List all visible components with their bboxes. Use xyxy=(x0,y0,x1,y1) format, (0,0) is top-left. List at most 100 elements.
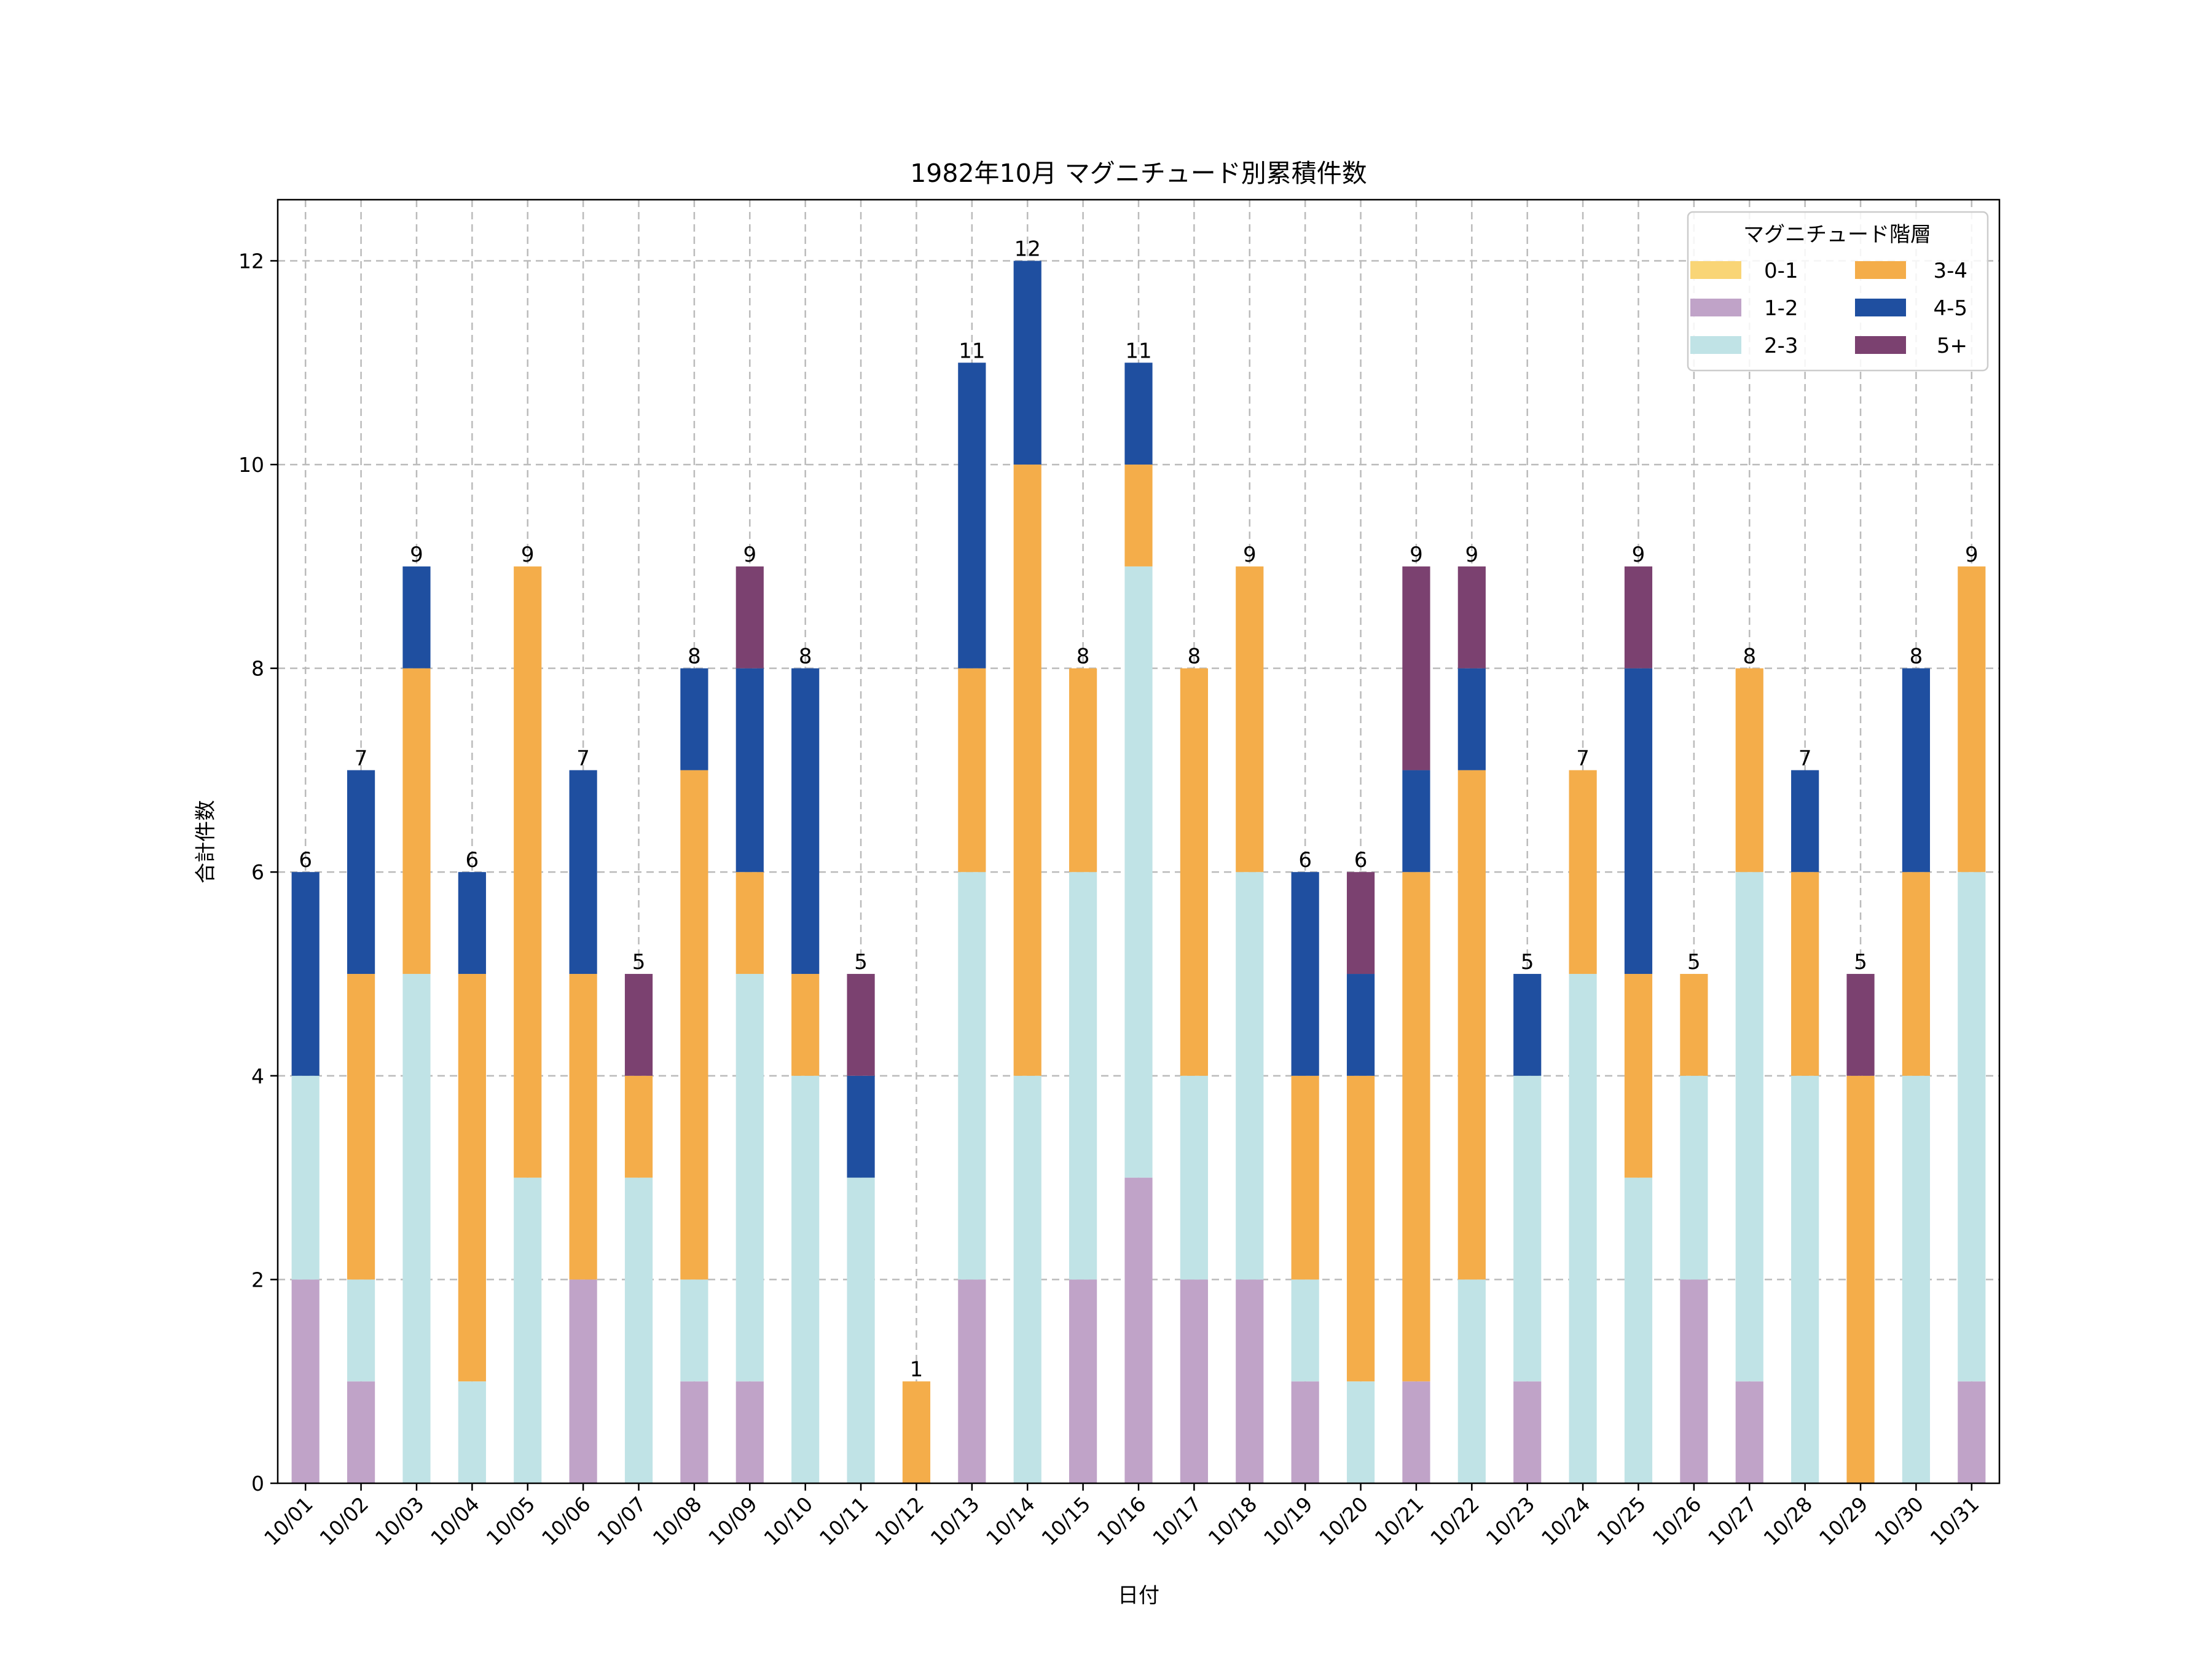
total-label: 8 xyxy=(1743,645,1756,669)
bar-segment-3-4 xyxy=(1291,1075,1319,1280)
total-label: 9 xyxy=(521,543,535,567)
bar-segment-3-4 xyxy=(1902,872,1931,1076)
bar-segment-4-5 xyxy=(1902,668,1931,873)
total-label: 1 xyxy=(910,1357,924,1382)
total-label: 8 xyxy=(1077,645,1090,669)
bar-segment-3-4 xyxy=(458,974,486,1382)
bar-segment-3-4 xyxy=(1346,1075,1375,1382)
bar-segment-4-5 xyxy=(1013,261,1041,465)
bar-segment-3-4 xyxy=(1457,770,1486,1280)
bar-segment-4-5 xyxy=(958,363,986,669)
bar-segment-3-4 xyxy=(624,1075,653,1178)
total-label: 9 xyxy=(1632,543,1645,567)
total-label: 11 xyxy=(959,339,985,363)
bar-segment-2-3 xyxy=(458,1381,486,1483)
bar-segment-4-5 xyxy=(1346,974,1375,1076)
bar-segment-2-3 xyxy=(347,1279,375,1382)
bar-segment-2-3 xyxy=(1958,872,1986,1382)
legend-label: 2-3 xyxy=(1764,334,1798,358)
total-label: 5 xyxy=(854,950,868,975)
y-tick-label: 4 xyxy=(251,1064,264,1088)
bar-segment-4-5 xyxy=(1402,770,1430,873)
total-label: 9 xyxy=(1965,543,1979,567)
bar-segment-1-2 xyxy=(1735,1381,1763,1483)
bar-segment-3-4 xyxy=(1569,770,1597,975)
bar-segment-3-4 xyxy=(791,974,820,1076)
legend-swatch-3-4 xyxy=(1855,261,1906,279)
bar-segment-4-5 xyxy=(1791,770,1819,873)
bar-segment-1-2 xyxy=(1124,1177,1153,1483)
legend-label: 5+ xyxy=(1937,334,1967,358)
bar-segment-5+ xyxy=(1846,974,1875,1076)
bar-segment-1-2 xyxy=(735,1381,764,1483)
total-label: 8 xyxy=(799,645,812,669)
bar-segment-2-3 xyxy=(1735,872,1763,1382)
total-label: 5 xyxy=(632,950,646,975)
bar-segment-4-5 xyxy=(291,872,320,1076)
bar-segment-3-4 xyxy=(1124,465,1153,567)
bar-segment-2-3 xyxy=(1124,566,1153,1178)
bar-segment-3-4 xyxy=(1791,872,1819,1076)
legend-label: 0-1 xyxy=(1764,259,1798,283)
bar-segment-3-4 xyxy=(1680,974,1708,1076)
legend-label: 3-4 xyxy=(1933,259,1967,283)
bar-segment-4-5 xyxy=(1513,974,1542,1076)
y-tick-label: 12 xyxy=(238,249,264,273)
total-label: 7 xyxy=(1798,746,1812,771)
chart-title: 1982年10月 マグニチュード別累積件数 xyxy=(910,159,1367,188)
bar-segment-2-3 xyxy=(514,1177,542,1483)
total-label: 6 xyxy=(1298,848,1312,873)
bar-segment-1-2 xyxy=(1680,1279,1708,1483)
legend: マグニチュード階層 0-1 1-2 2-3 3-4 4-5 5+ xyxy=(1687,211,1989,372)
legend-box xyxy=(1687,211,1989,372)
bar-segment-3-4 xyxy=(1013,465,1041,1076)
bar-segment-5+ xyxy=(1624,566,1653,669)
bar-segment-3-4 xyxy=(1069,668,1097,873)
bar-segment-3-4 xyxy=(514,566,542,1178)
legend-swatch-5+ xyxy=(1855,336,1906,354)
bar-segment-4-5 xyxy=(847,1075,875,1178)
bar-segment-2-3 xyxy=(1680,1075,1708,1280)
y-axis-label: 合計件数 xyxy=(194,800,218,884)
bar-segment-3-4 xyxy=(402,668,431,975)
bar-segment-2-3 xyxy=(291,1075,320,1280)
bar-segment-2-3 xyxy=(1513,1075,1542,1382)
bar-segment-1-2 xyxy=(1291,1381,1319,1483)
bar-segment-2-3 xyxy=(1013,1075,1041,1483)
legend-label: 4-5 xyxy=(1933,296,1967,321)
bar-segment-3-4 xyxy=(1958,566,1986,873)
bar-segment-2-3 xyxy=(735,974,764,1382)
bar-segment-1-2 xyxy=(1958,1381,1986,1483)
bar-segment-4-5 xyxy=(1291,872,1319,1076)
bar-segment-3-4 xyxy=(958,668,986,873)
bar-segment-3-4 xyxy=(902,1381,931,1483)
bar-segment-2-3 xyxy=(958,872,986,1280)
legend-title: マグニチュード階層 xyxy=(1743,222,1931,247)
bar-segment-2-3 xyxy=(680,1279,708,1382)
total-label: 8 xyxy=(1910,645,1923,669)
bar-segment-4-5 xyxy=(347,770,375,975)
total-label: 9 xyxy=(1243,543,1257,567)
bar-segment-3-4 xyxy=(1180,668,1208,1076)
bar-segment-4-5 xyxy=(402,566,431,669)
total-label: 9 xyxy=(1465,543,1479,567)
bar-segment-1-2 xyxy=(347,1381,375,1483)
bar-segment-3-4 xyxy=(1402,872,1430,1382)
y-axis: 0 2 4 6 8 10 12 xyxy=(238,249,278,1496)
bar-segment-4-5 xyxy=(680,668,708,771)
total-label: 9 xyxy=(1410,543,1423,567)
bar-segment-2-3 xyxy=(1624,1177,1653,1483)
bar-segment-4-5 xyxy=(1457,668,1486,771)
bar-segment-2-3 xyxy=(1180,1075,1208,1280)
bar-segment-2-3 xyxy=(1902,1075,1931,1483)
total-label: 7 xyxy=(355,746,368,771)
bar-segment-3-4 xyxy=(1236,566,1264,873)
bar-segment-5+ xyxy=(1346,872,1375,975)
bar-segment-3-4 xyxy=(1624,974,1653,1178)
bar-segment-3-4 xyxy=(1735,668,1763,873)
bar-segment-4-5 xyxy=(791,668,820,975)
bar-segment-2-3 xyxy=(1791,1075,1819,1483)
y-tick-label: 0 xyxy=(251,1472,264,1496)
bar-segment-4-5 xyxy=(569,770,597,975)
total-label: 6 xyxy=(1354,848,1368,873)
